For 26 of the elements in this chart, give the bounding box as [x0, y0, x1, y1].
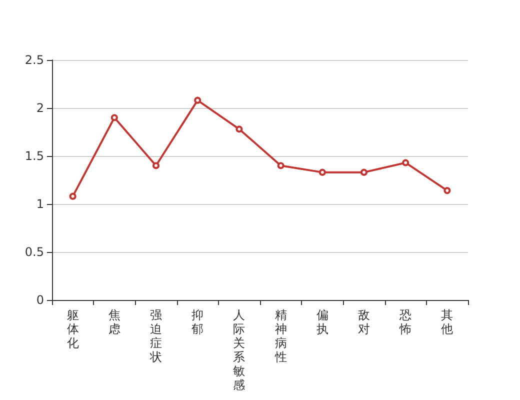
x-tick-label: 其他 — [441, 308, 454, 336]
x-tick-label: 躯体化 — [66, 308, 79, 350]
point — [69, 192, 76, 200]
x-tick-label: 强迫症状 — [149, 308, 162, 364]
y-tick-label: 0 — [36, 293, 44, 307]
x-tick-label: 敌对 — [358, 308, 370, 336]
x-tick-label: 焦虑 — [108, 308, 120, 336]
x-tick-label: 人际关系敏感 — [233, 308, 246, 392]
x-tick-label: 抑郁 — [192, 308, 204, 336]
y-tick-label: 2 — [36, 101, 44, 115]
y-tick-label: 1.5 — [24, 149, 44, 163]
y-tick-label: 1 — [36, 197, 44, 211]
x-tick-label: 恐怖 — [398, 308, 412, 336]
point — [277, 162, 284, 170]
x-tick-label: 精神病性 — [274, 308, 287, 364]
point — [444, 187, 451, 194]
point — [318, 168, 326, 176]
point — [152, 162, 160, 170]
point — [360, 168, 368, 176]
point — [402, 159, 410, 166]
y-tick-label: 0.5 — [24, 245, 44, 259]
y-tick-label: 2.5 — [24, 53, 44, 67]
point — [194, 96, 202, 104]
point — [110, 114, 118, 122]
x-tick-label: 偏执 — [316, 308, 328, 336]
point — [236, 126, 243, 133]
